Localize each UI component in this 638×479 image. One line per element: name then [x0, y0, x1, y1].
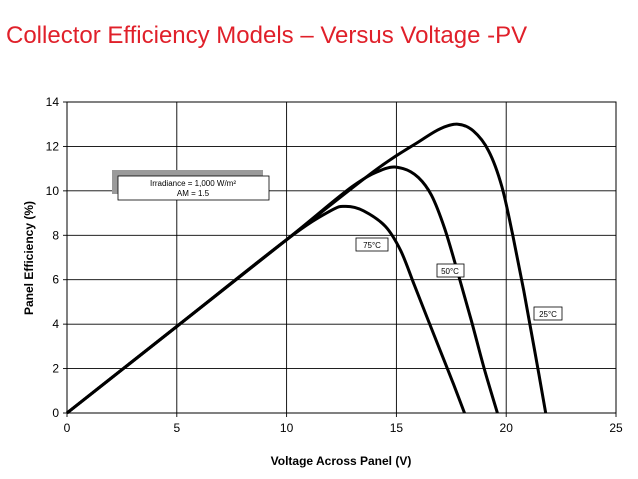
- series-label-75c-box: [355, 237, 389, 252]
- series-label-50c-text: 50°C: [441, 267, 459, 276]
- series-label-75c: 75°C: [355, 237, 389, 252]
- x-tick-label: 25: [609, 421, 623, 435]
- annotation-line-1: Irradiance = 1,000 W/m²: [150, 179, 236, 188]
- x-tick-label: 5: [173, 421, 180, 435]
- y-tick-label: 2: [52, 362, 59, 376]
- irradiance-annotation: Irradiance = 1,000 W/m² AM = 1.5: [112, 170, 270, 201]
- plot-area: [66, 101, 617, 414]
- y-tick-labels: 0 2 4 6 8 10 12 14: [46, 95, 60, 420]
- grid-lines: [63, 101, 617, 417]
- y-tick-label: 8: [52, 228, 59, 242]
- x-tick-label: 0: [64, 421, 71, 435]
- y-tick-label: 0: [52, 406, 59, 420]
- x-tick-label: 15: [390, 421, 404, 435]
- series-label-75c-text: 75°C: [363, 241, 381, 250]
- x-tick-label: 10: [280, 421, 294, 435]
- series-line: [66, 204, 466, 415]
- x-axis-title: Voltage Across Panel (V): [271, 454, 412, 468]
- x-tick-label: 20: [500, 421, 514, 435]
- x-tick-labels: 0 5 10 15 20 25: [64, 421, 623, 435]
- series-label-50c-box: [436, 263, 465, 278]
- y-tick-label: 12: [46, 139, 60, 153]
- slide-title: Collector Efficiency Models – Versus Vol…: [6, 22, 528, 49]
- annotation-box: [117, 175, 270, 201]
- annotation-line-2: AM = 1.5: [177, 189, 210, 198]
- plot-border: [66, 101, 617, 414]
- y-axis-title: Panel Efficiency (%): [22, 201, 36, 315]
- y-tick-label: 14: [46, 95, 60, 109]
- y-tick-label: 6: [52, 273, 59, 287]
- series-label-25c-text: 25°C: [539, 310, 557, 319]
- series-label-25c-box: [533, 306, 563, 321]
- y-tick-label: 10: [46, 184, 60, 198]
- series-label-50c: 50°C: [436, 263, 465, 278]
- series-label-25c: 25°C: [533, 306, 563, 321]
- series-lines: [66, 122, 548, 415]
- y-tick-label: 4: [52, 317, 59, 331]
